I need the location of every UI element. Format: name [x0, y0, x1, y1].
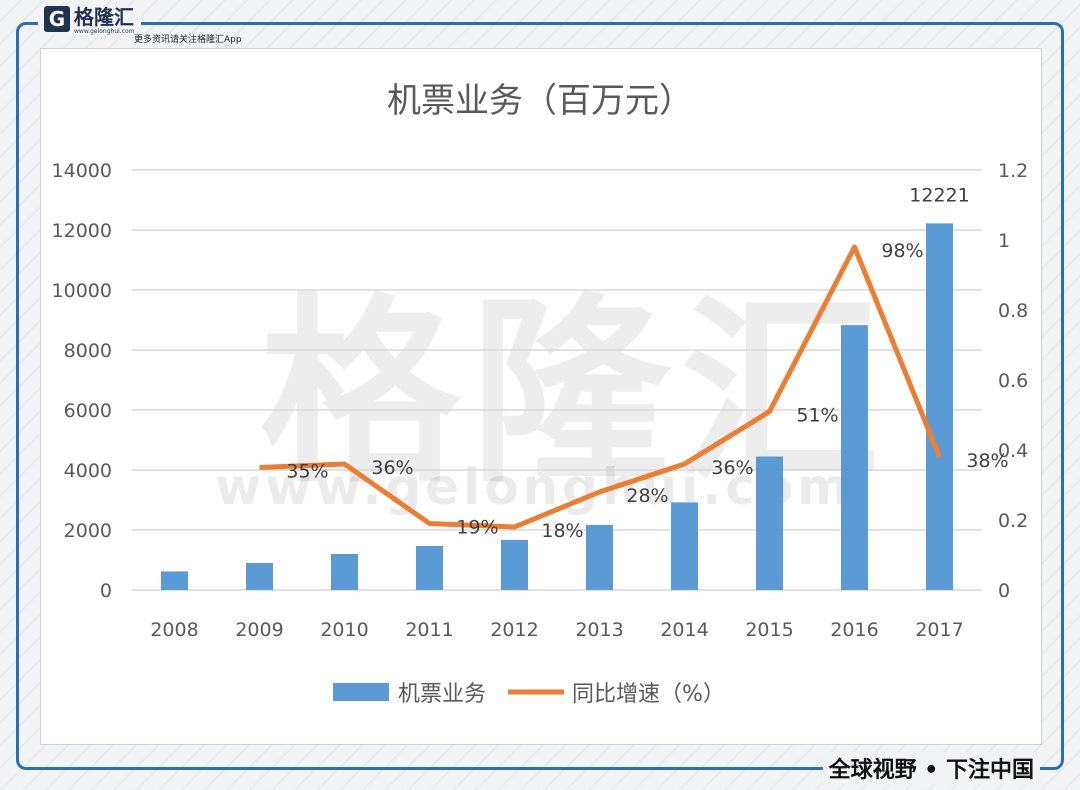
line-data-label: 51%	[796, 405, 838, 427]
y-left-tick-label: 0	[100, 580, 112, 602]
bar	[331, 554, 358, 590]
x-tick-label: 2015	[745, 619, 793, 641]
bar-data-label: 12221	[909, 184, 969, 206]
bar	[671, 502, 698, 590]
y-right-tick-label: 0.8	[998, 300, 1028, 322]
legend-line-label: 同比增速（%）	[572, 682, 725, 707]
y-left-tick-label: 4000	[64, 460, 112, 482]
legend-bar-swatch	[333, 683, 389, 701]
x-tick-label: 2009	[235, 619, 283, 641]
bar	[926, 223, 953, 590]
logo-name: 格隆汇	[74, 5, 134, 29]
tagline: 更多资讯请关注格隆汇App	[134, 35, 242, 45]
chart-title: 机票业务（百万元）	[387, 81, 693, 121]
logo: G 格隆汇 www.gelonghui.com	[38, 6, 141, 35]
logo-mark: G	[44, 6, 70, 32]
y-right-tick-label: 1	[998, 230, 1010, 252]
x-tick-label: 2013	[575, 619, 623, 641]
slogan: 全球视野 • 下注中国	[822, 752, 1040, 784]
x-tick-label: 2010	[320, 619, 368, 641]
bar	[501, 539, 528, 590]
line-data-label: 28%	[626, 485, 668, 507]
x-tick-label: 2011	[405, 619, 453, 641]
y-left-tick-label: 10000	[52, 280, 112, 302]
y-right-tick-label: 1.2	[998, 160, 1028, 182]
bar	[586, 524, 613, 590]
bar	[756, 456, 783, 590]
y-left-tick-label: 12000	[52, 220, 112, 242]
y-right-tick-label: 0.2	[998, 510, 1028, 532]
line-data-label: 36%	[371, 457, 413, 479]
bar	[161, 571, 188, 590]
x-tick-label: 2008	[150, 619, 198, 641]
bar	[246, 563, 273, 590]
line-data-label: 19%	[456, 517, 498, 539]
bar	[416, 545, 443, 590]
y-left-tick-label: 8000	[64, 340, 112, 362]
line-data-label: 18%	[541, 520, 583, 542]
x-tick-label: 2012	[490, 619, 538, 641]
bar	[841, 325, 868, 590]
watermark-url: www.gelonghui.com	[215, 458, 854, 516]
x-tick-label: 2017	[915, 619, 963, 641]
x-tick-label: 2016	[830, 619, 878, 641]
y-right-tick-label: 0	[998, 580, 1010, 602]
chart-card	[40, 48, 1042, 745]
y-left-tick-label: 6000	[64, 400, 112, 422]
y-left-tick-label: 2000	[64, 520, 112, 542]
line-data-label: 38%	[966, 450, 1008, 472]
logo-url: www.gelonghui.com	[74, 28, 135, 35]
line-data-label: 35%	[286, 461, 328, 483]
x-tick-label: 2014	[660, 619, 708, 641]
border-frame	[16, 22, 1064, 770]
y-left-tick-label: 14000	[52, 160, 112, 182]
line-data-label: 98%	[881, 240, 923, 262]
y-right-tick-label: 0.6	[998, 370, 1028, 392]
y-right-tick-label: 0.4	[998, 440, 1028, 462]
line-data-label: 36%	[711, 457, 753, 479]
legend-bar-label: 机票业务	[398, 682, 486, 707]
growth-line	[259, 244, 942, 530]
